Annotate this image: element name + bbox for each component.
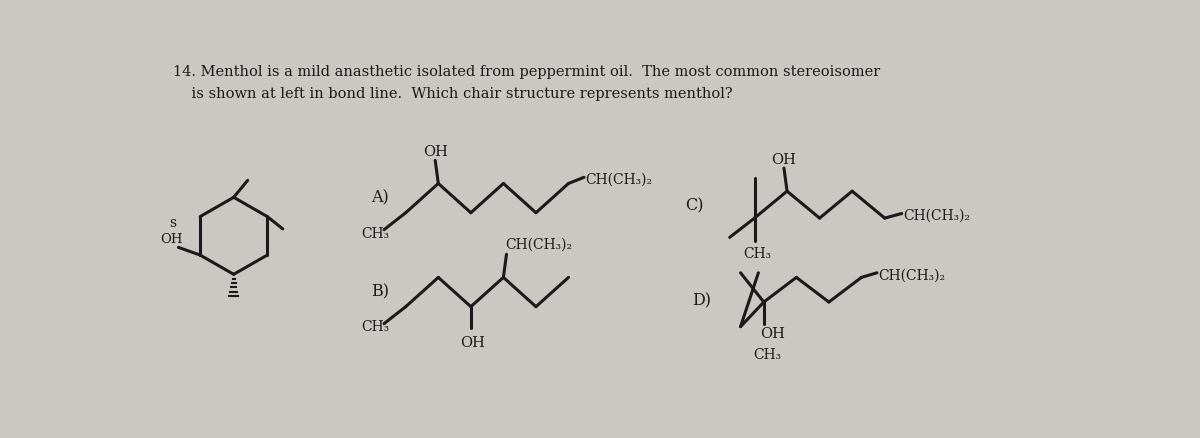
Text: B): B) [371,284,389,301]
Text: OH: OH [160,233,182,246]
Text: A): A) [371,190,389,207]
Text: C): C) [685,197,703,214]
Text: s: s [169,215,176,230]
Text: OH: OH [760,327,785,341]
Text: OH: OH [422,145,448,159]
Text: OH: OH [772,152,797,166]
Text: CH(CH₃)₂: CH(CH₃)₂ [904,209,971,223]
Text: CH₃: CH₃ [752,348,781,362]
Text: CH(CH₃)₂: CH(CH₃)₂ [586,173,653,187]
Text: CH₃: CH₃ [744,247,772,261]
Text: CH₃: CH₃ [361,321,389,335]
Text: CH(CH₃)₂: CH(CH₃)₂ [505,238,572,252]
Text: CH₃: CH₃ [361,226,389,240]
Text: OH: OH [460,336,485,350]
Text: is shown at left in bond line.  Which chair structure represents menthol?: is shown at left in bond line. Which cha… [173,87,733,101]
Text: CH(CH₃)₂: CH(CH₃)₂ [878,269,946,283]
Text: 14. Menthol is a mild anasthetic isolated from peppermint oil.  The most common : 14. Menthol is a mild anasthetic isolate… [173,65,881,79]
Text: D): D) [692,293,712,310]
